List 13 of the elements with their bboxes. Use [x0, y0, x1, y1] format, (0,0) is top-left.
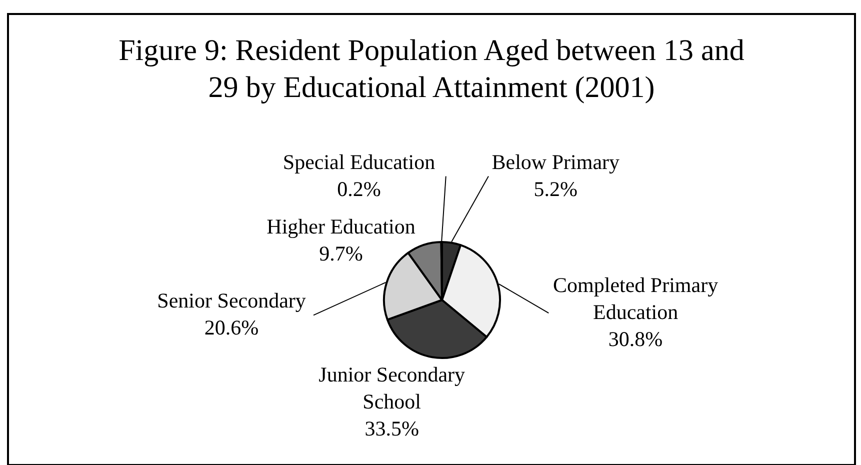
slice-label: Senior Secondary [157, 288, 306, 313]
data-label: 20.6% [204, 316, 259, 340]
data-label: 5.2% [534, 176, 578, 201]
data-label: 33.5% [364, 416, 419, 440]
data-label: 0.2% [337, 176, 381, 201]
data-label: 9.7% [319, 241, 363, 266]
slice-label: Junior Secondary School [318, 362, 466, 414]
slice-label: Special Education [282, 150, 436, 174]
slice-label: Below Primary [492, 150, 620, 174]
chart-title: Figure 9: Resident Population Aged between 13 and 29 by Educational Attainment (2001) [118, 34, 744, 104]
slice-label: Higher Education [266, 214, 416, 238]
slice-label: Completed Primary Education [553, 273, 719, 324]
data-label: 30.8% [608, 327, 663, 352]
